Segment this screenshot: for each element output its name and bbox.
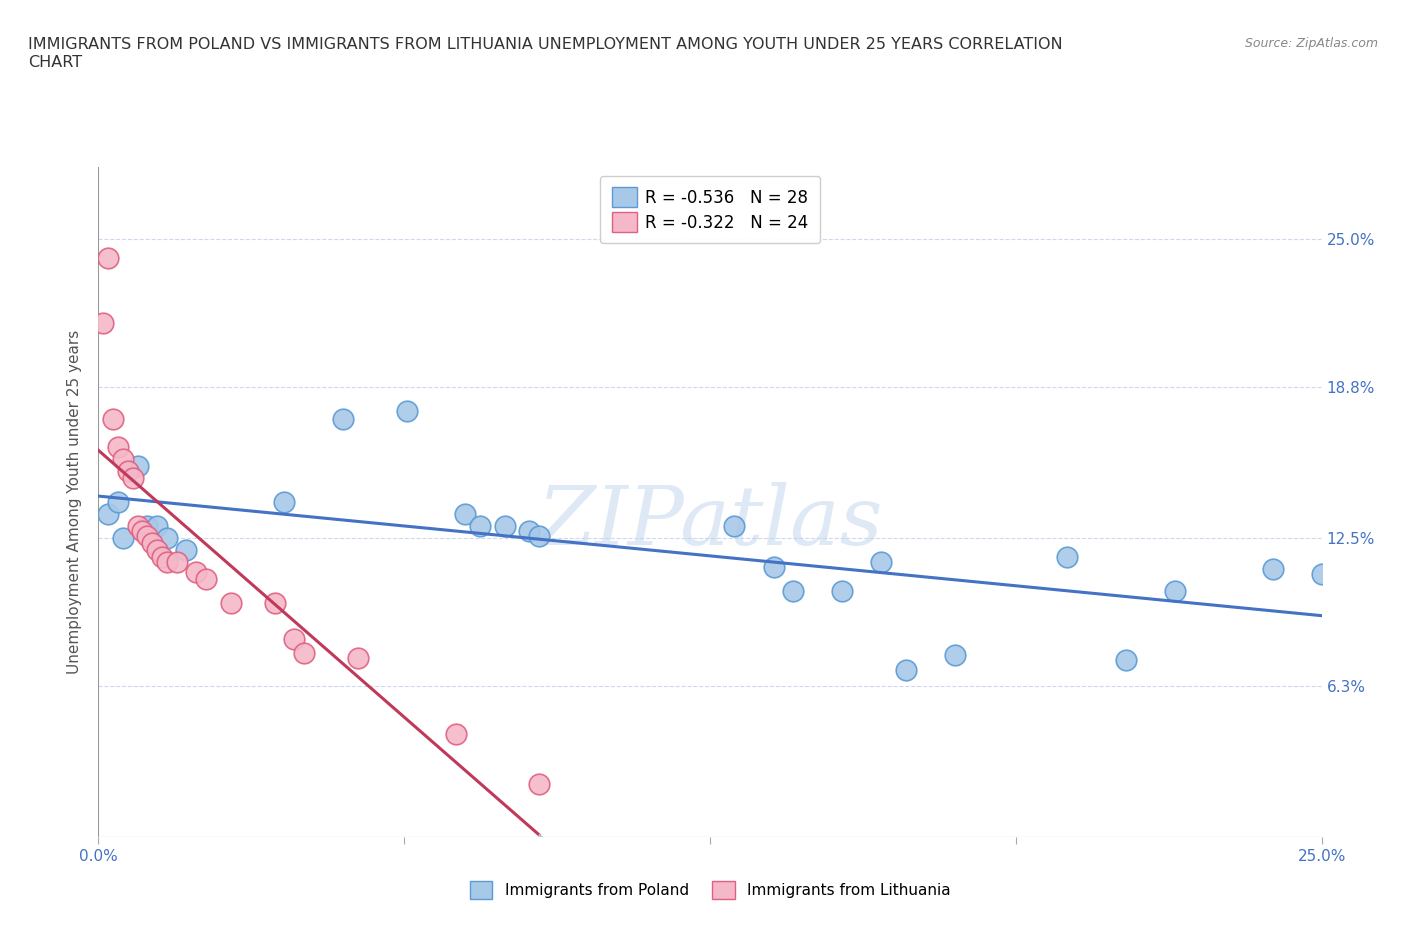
Point bbox=[870, 554, 893, 569]
Y-axis label: Unemployment Among Youth under 25 years: Unemployment Among Youth under 25 years bbox=[67, 330, 83, 674]
Point bbox=[131, 524, 153, 538]
Point bbox=[1261, 562, 1284, 577]
Point bbox=[186, 565, 208, 579]
Point bbox=[176, 542, 198, 557]
Point bbox=[136, 528, 159, 543]
Point bbox=[1056, 550, 1078, 565]
Point bbox=[494, 519, 516, 534]
Text: ZIPatlas: ZIPatlas bbox=[537, 483, 883, 563]
Point bbox=[117, 464, 139, 479]
Point bbox=[1115, 653, 1137, 668]
Point bbox=[468, 519, 491, 534]
Point bbox=[97, 251, 120, 266]
Point bbox=[527, 528, 550, 543]
Point bbox=[111, 531, 134, 546]
Point bbox=[146, 519, 169, 534]
Point bbox=[219, 595, 242, 610]
Point bbox=[762, 559, 785, 574]
Point bbox=[146, 542, 169, 557]
Point bbox=[141, 536, 163, 551]
Point bbox=[107, 440, 129, 455]
Point bbox=[156, 531, 179, 546]
Point bbox=[127, 458, 149, 473]
Legend: Immigrants from Poland, Immigrants from Lithuania: Immigrants from Poland, Immigrants from … bbox=[458, 870, 962, 910]
Point bbox=[150, 550, 173, 565]
Point bbox=[91, 315, 114, 330]
Point bbox=[195, 571, 218, 586]
Point bbox=[346, 650, 368, 665]
Point bbox=[97, 507, 120, 522]
Point bbox=[395, 404, 418, 418]
Point bbox=[894, 662, 917, 677]
Point bbox=[136, 519, 159, 534]
Point bbox=[831, 583, 853, 598]
Point bbox=[332, 411, 354, 426]
Point bbox=[156, 554, 179, 569]
Point bbox=[127, 519, 149, 534]
Point bbox=[444, 726, 467, 741]
Point bbox=[283, 631, 305, 646]
Text: Source: ZipAtlas.com: Source: ZipAtlas.com bbox=[1244, 37, 1378, 50]
Point bbox=[454, 507, 477, 522]
Point bbox=[782, 583, 804, 598]
Point bbox=[943, 648, 966, 663]
Point bbox=[111, 452, 134, 467]
Text: IMMIGRANTS FROM POLAND VS IMMIGRANTS FROM LITHUANIA UNEMPLOYMENT AMONG YOUTH UND: IMMIGRANTS FROM POLAND VS IMMIGRANTS FRO… bbox=[28, 37, 1063, 70]
Point bbox=[107, 495, 129, 510]
Point bbox=[273, 495, 295, 510]
Point bbox=[527, 777, 550, 791]
Point bbox=[1164, 583, 1187, 598]
Point bbox=[101, 411, 124, 426]
Point bbox=[121, 471, 143, 485]
Point bbox=[1310, 566, 1333, 581]
Point bbox=[517, 524, 540, 538]
Point bbox=[723, 519, 745, 534]
Point bbox=[166, 554, 188, 569]
Point bbox=[263, 595, 285, 610]
Point bbox=[292, 645, 315, 660]
